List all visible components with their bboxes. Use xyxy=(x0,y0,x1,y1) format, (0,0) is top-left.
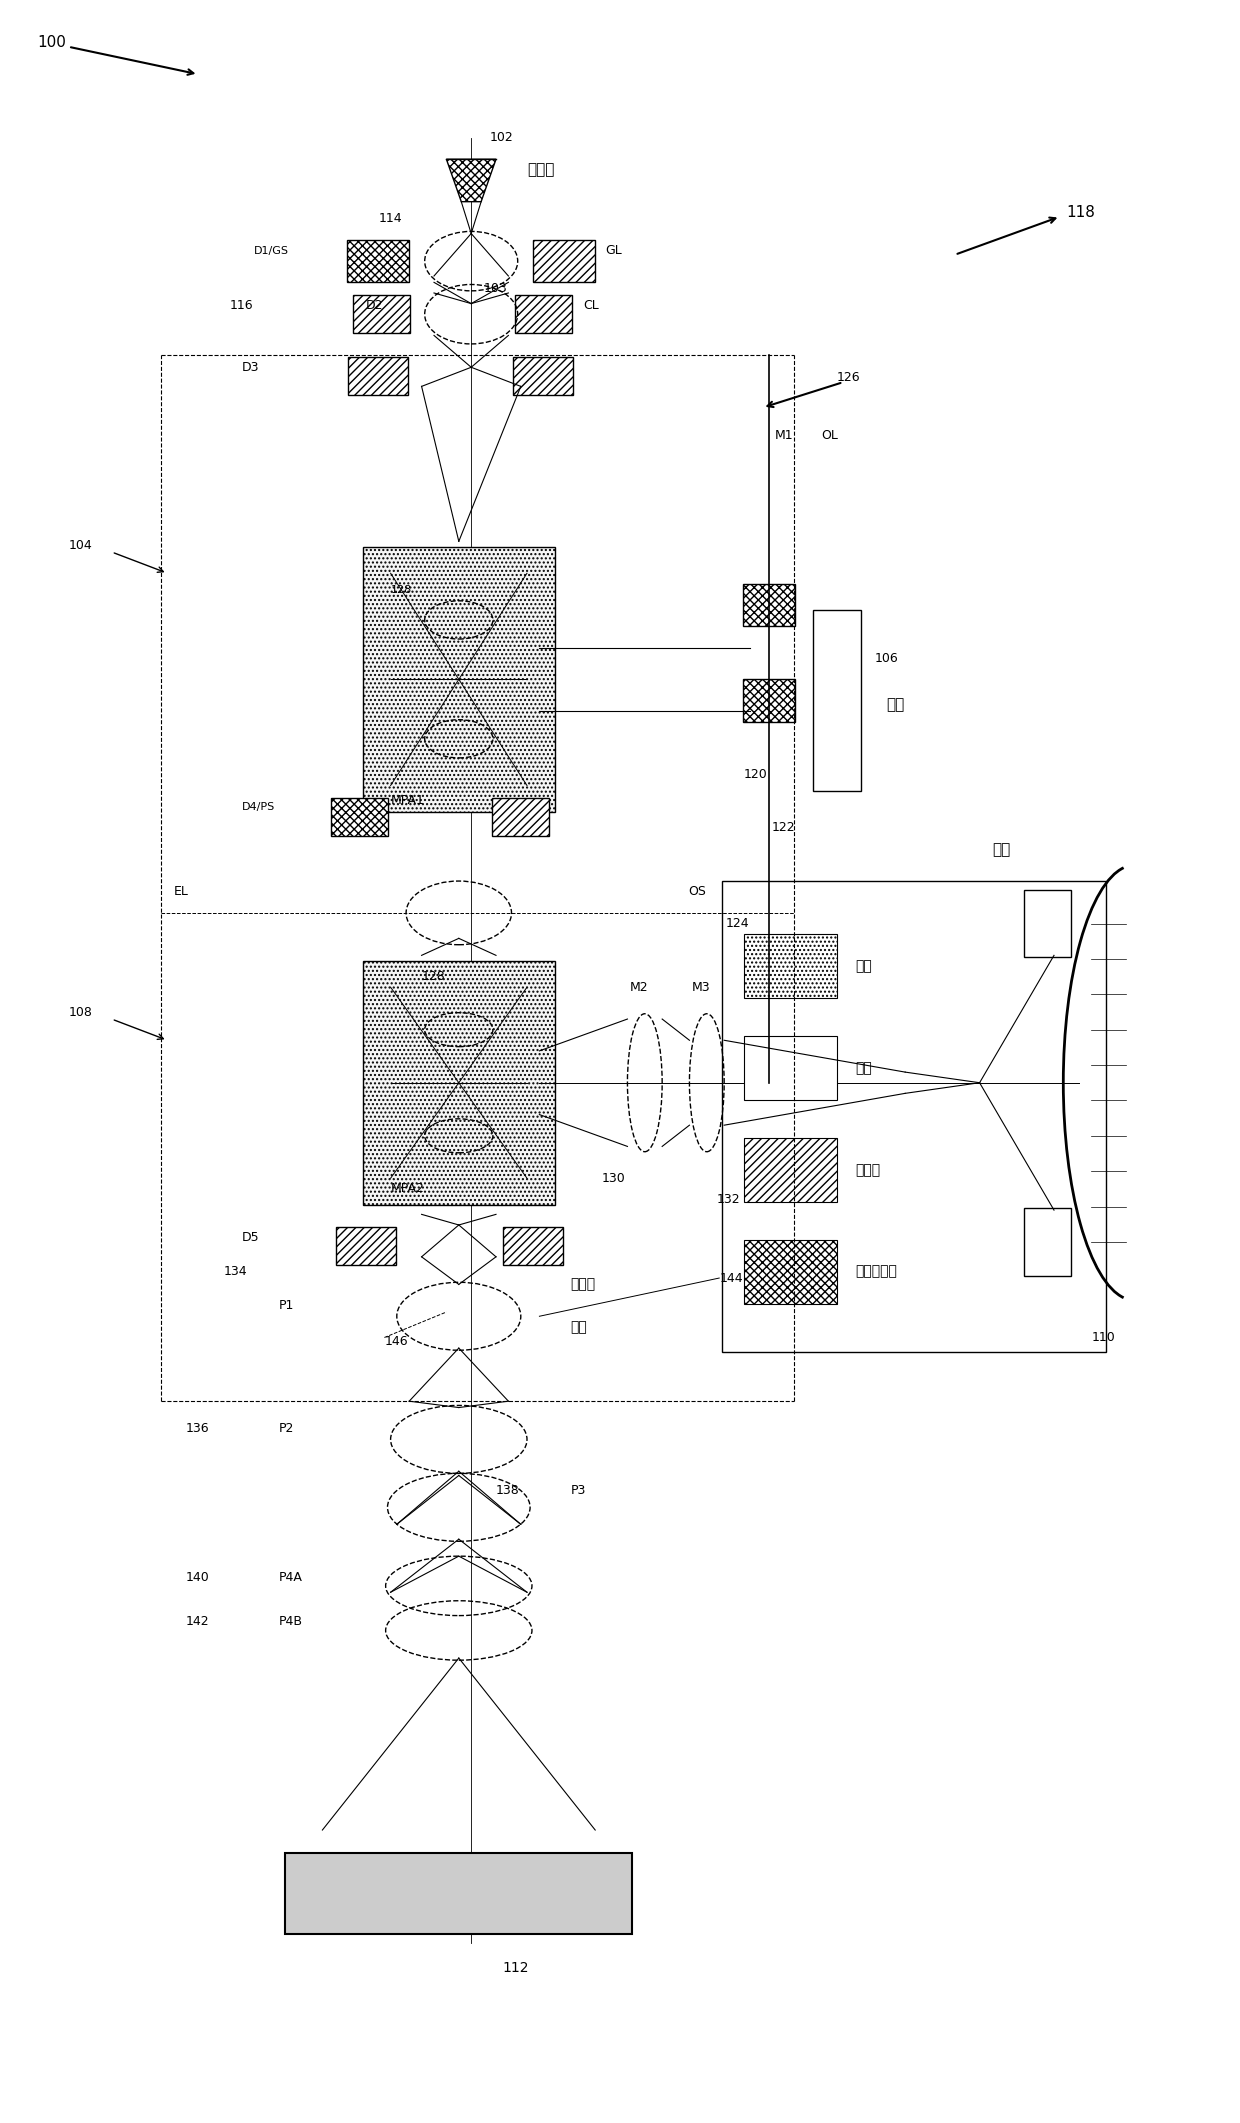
Text: MPA2: MPA2 xyxy=(391,1183,424,1195)
FancyBboxPatch shape xyxy=(285,1853,632,1934)
Text: 对比度: 对比度 xyxy=(570,1278,595,1291)
Text: M1: M1 xyxy=(775,429,794,442)
Text: 120: 120 xyxy=(744,769,768,781)
FancyBboxPatch shape xyxy=(744,1036,837,1100)
Text: 146: 146 xyxy=(384,1335,408,1348)
FancyBboxPatch shape xyxy=(1024,1208,1071,1276)
Text: OS: OS xyxy=(688,885,706,898)
FancyBboxPatch shape xyxy=(353,295,410,333)
Text: 106: 106 xyxy=(874,652,898,664)
FancyBboxPatch shape xyxy=(1024,890,1071,957)
FancyBboxPatch shape xyxy=(813,611,861,790)
Text: 138: 138 xyxy=(496,1484,520,1497)
FancyBboxPatch shape xyxy=(492,798,549,836)
Text: 124: 124 xyxy=(725,917,749,930)
Text: 118: 118 xyxy=(1066,204,1095,221)
FancyBboxPatch shape xyxy=(515,295,572,333)
Text: 镜子: 镜子 xyxy=(992,841,1011,858)
Text: D1/GS: D1/GS xyxy=(254,246,289,255)
Text: P2: P2 xyxy=(279,1422,294,1435)
Text: D4/PS: D4/PS xyxy=(242,802,275,811)
Text: 144: 144 xyxy=(719,1272,743,1284)
Text: 116: 116 xyxy=(229,299,253,312)
Text: 136: 136 xyxy=(186,1422,210,1435)
Text: 102: 102 xyxy=(490,132,513,144)
Text: 静电: 静电 xyxy=(856,1062,873,1074)
Polygon shape xyxy=(446,159,496,202)
Text: 108: 108 xyxy=(68,1006,92,1019)
FancyBboxPatch shape xyxy=(744,1240,837,1304)
Text: M3: M3 xyxy=(692,981,711,994)
Text: 110: 110 xyxy=(1091,1331,1115,1344)
Text: M2: M2 xyxy=(630,981,649,994)
FancyBboxPatch shape xyxy=(347,240,409,282)
Text: 130: 130 xyxy=(601,1172,625,1185)
Text: 134: 134 xyxy=(223,1265,247,1278)
FancyBboxPatch shape xyxy=(513,357,573,395)
Text: P3: P3 xyxy=(570,1484,585,1497)
FancyBboxPatch shape xyxy=(743,584,795,626)
Text: 128: 128 xyxy=(422,970,445,983)
Text: CL: CL xyxy=(583,299,599,312)
Text: 磁性: 磁性 xyxy=(856,960,873,972)
Text: 103: 103 xyxy=(484,282,507,295)
Text: 114: 114 xyxy=(378,212,402,225)
FancyBboxPatch shape xyxy=(744,1138,837,1202)
Text: 样品: 样品 xyxy=(887,696,905,713)
Text: P4B: P4B xyxy=(279,1616,303,1628)
FancyBboxPatch shape xyxy=(348,357,408,395)
Text: 104: 104 xyxy=(68,539,92,552)
FancyBboxPatch shape xyxy=(331,798,388,836)
Text: 偏转器: 偏转器 xyxy=(856,1163,880,1176)
Text: 132: 132 xyxy=(717,1193,740,1206)
Text: 电子枪: 电子枪 xyxy=(527,161,554,178)
Text: P4A: P4A xyxy=(279,1571,303,1584)
Text: 100: 100 xyxy=(37,34,66,51)
Text: 140: 140 xyxy=(186,1571,210,1584)
FancyBboxPatch shape xyxy=(503,1227,563,1265)
FancyBboxPatch shape xyxy=(533,240,595,282)
FancyBboxPatch shape xyxy=(743,679,795,722)
Text: 128: 128 xyxy=(391,586,412,594)
Text: 122: 122 xyxy=(771,822,795,834)
Text: D5: D5 xyxy=(242,1231,259,1244)
Text: OL: OL xyxy=(821,429,838,442)
FancyBboxPatch shape xyxy=(362,546,556,811)
Text: 像散校正器: 像散校正器 xyxy=(856,1265,898,1278)
FancyBboxPatch shape xyxy=(336,1227,396,1265)
Text: GL: GL xyxy=(605,244,622,257)
Text: 112: 112 xyxy=(502,1962,528,1974)
FancyBboxPatch shape xyxy=(362,960,556,1206)
Text: D2: D2 xyxy=(366,299,383,312)
Text: D3: D3 xyxy=(242,361,259,374)
Text: EL: EL xyxy=(174,885,188,898)
Text: 126: 126 xyxy=(837,372,861,384)
FancyBboxPatch shape xyxy=(744,934,837,998)
Text: 光圈: 光圈 xyxy=(570,1321,588,1333)
Text: MPA1: MPA1 xyxy=(391,794,424,807)
Text: 142: 142 xyxy=(186,1616,210,1628)
Text: P1: P1 xyxy=(279,1299,294,1312)
